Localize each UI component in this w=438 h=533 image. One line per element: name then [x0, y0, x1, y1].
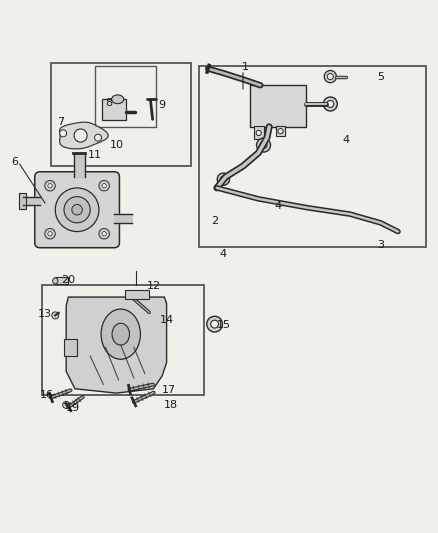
Circle shape — [52, 312, 59, 319]
Circle shape — [327, 74, 333, 79]
Circle shape — [63, 401, 70, 408]
Circle shape — [99, 181, 110, 191]
Bar — [55, 277, 68, 284]
Circle shape — [323, 97, 337, 111]
Bar — [42, 285, 204, 395]
Text: 4: 4 — [220, 249, 227, 259]
Ellipse shape — [112, 323, 130, 345]
Ellipse shape — [112, 95, 124, 103]
Circle shape — [324, 70, 336, 83]
Polygon shape — [60, 122, 108, 149]
Ellipse shape — [53, 278, 58, 284]
Circle shape — [102, 183, 106, 188]
Text: 13: 13 — [37, 309, 51, 319]
Text: 19: 19 — [66, 403, 80, 414]
Circle shape — [60, 130, 67, 137]
Text: 1: 1 — [242, 61, 249, 71]
Text: 2: 2 — [211, 216, 218, 225]
Bar — [102, 99, 127, 120]
Bar — [125, 289, 149, 299]
Text: 5: 5 — [377, 71, 384, 82]
Bar — [276, 126, 286, 136]
Ellipse shape — [101, 309, 141, 359]
Bar — [250, 85, 306, 127]
Text: 4: 4 — [342, 135, 349, 145]
Text: 15: 15 — [216, 320, 230, 330]
Circle shape — [217, 173, 230, 185]
Circle shape — [220, 176, 226, 182]
Circle shape — [55, 188, 99, 231]
Bar — [19, 193, 26, 209]
Circle shape — [99, 229, 110, 239]
Circle shape — [45, 181, 55, 191]
Text: 11: 11 — [88, 150, 102, 160]
Circle shape — [45, 229, 55, 239]
Text: 16: 16 — [39, 390, 53, 400]
Circle shape — [95, 134, 102, 141]
Circle shape — [211, 320, 219, 328]
Text: 4: 4 — [274, 201, 282, 211]
Circle shape — [207, 316, 223, 332]
Circle shape — [48, 231, 52, 236]
Polygon shape — [66, 297, 166, 393]
Text: 6: 6 — [11, 157, 18, 167]
Circle shape — [102, 231, 106, 236]
Bar — [199, 66, 426, 247]
Circle shape — [327, 101, 334, 108]
Circle shape — [74, 129, 87, 142]
Text: 8: 8 — [106, 98, 113, 108]
Text: 12: 12 — [146, 281, 161, 291]
Text: 14: 14 — [159, 315, 174, 325]
Bar — [254, 126, 264, 139]
Circle shape — [278, 128, 283, 134]
Circle shape — [256, 130, 261, 135]
Text: 3: 3 — [377, 240, 384, 249]
Circle shape — [72, 205, 82, 215]
Text: 9: 9 — [159, 100, 166, 110]
Text: 10: 10 — [110, 140, 124, 150]
Circle shape — [64, 197, 90, 223]
Text: 7: 7 — [57, 117, 64, 127]
Circle shape — [48, 183, 52, 188]
Text: 18: 18 — [164, 400, 178, 410]
Bar — [95, 66, 155, 127]
FancyBboxPatch shape — [35, 172, 120, 248]
Circle shape — [257, 138, 271, 152]
Text: 20: 20 — [61, 276, 75, 286]
Bar — [51, 63, 191, 166]
Text: 17: 17 — [162, 385, 176, 394]
Bar — [64, 338, 77, 356]
Circle shape — [260, 142, 267, 149]
